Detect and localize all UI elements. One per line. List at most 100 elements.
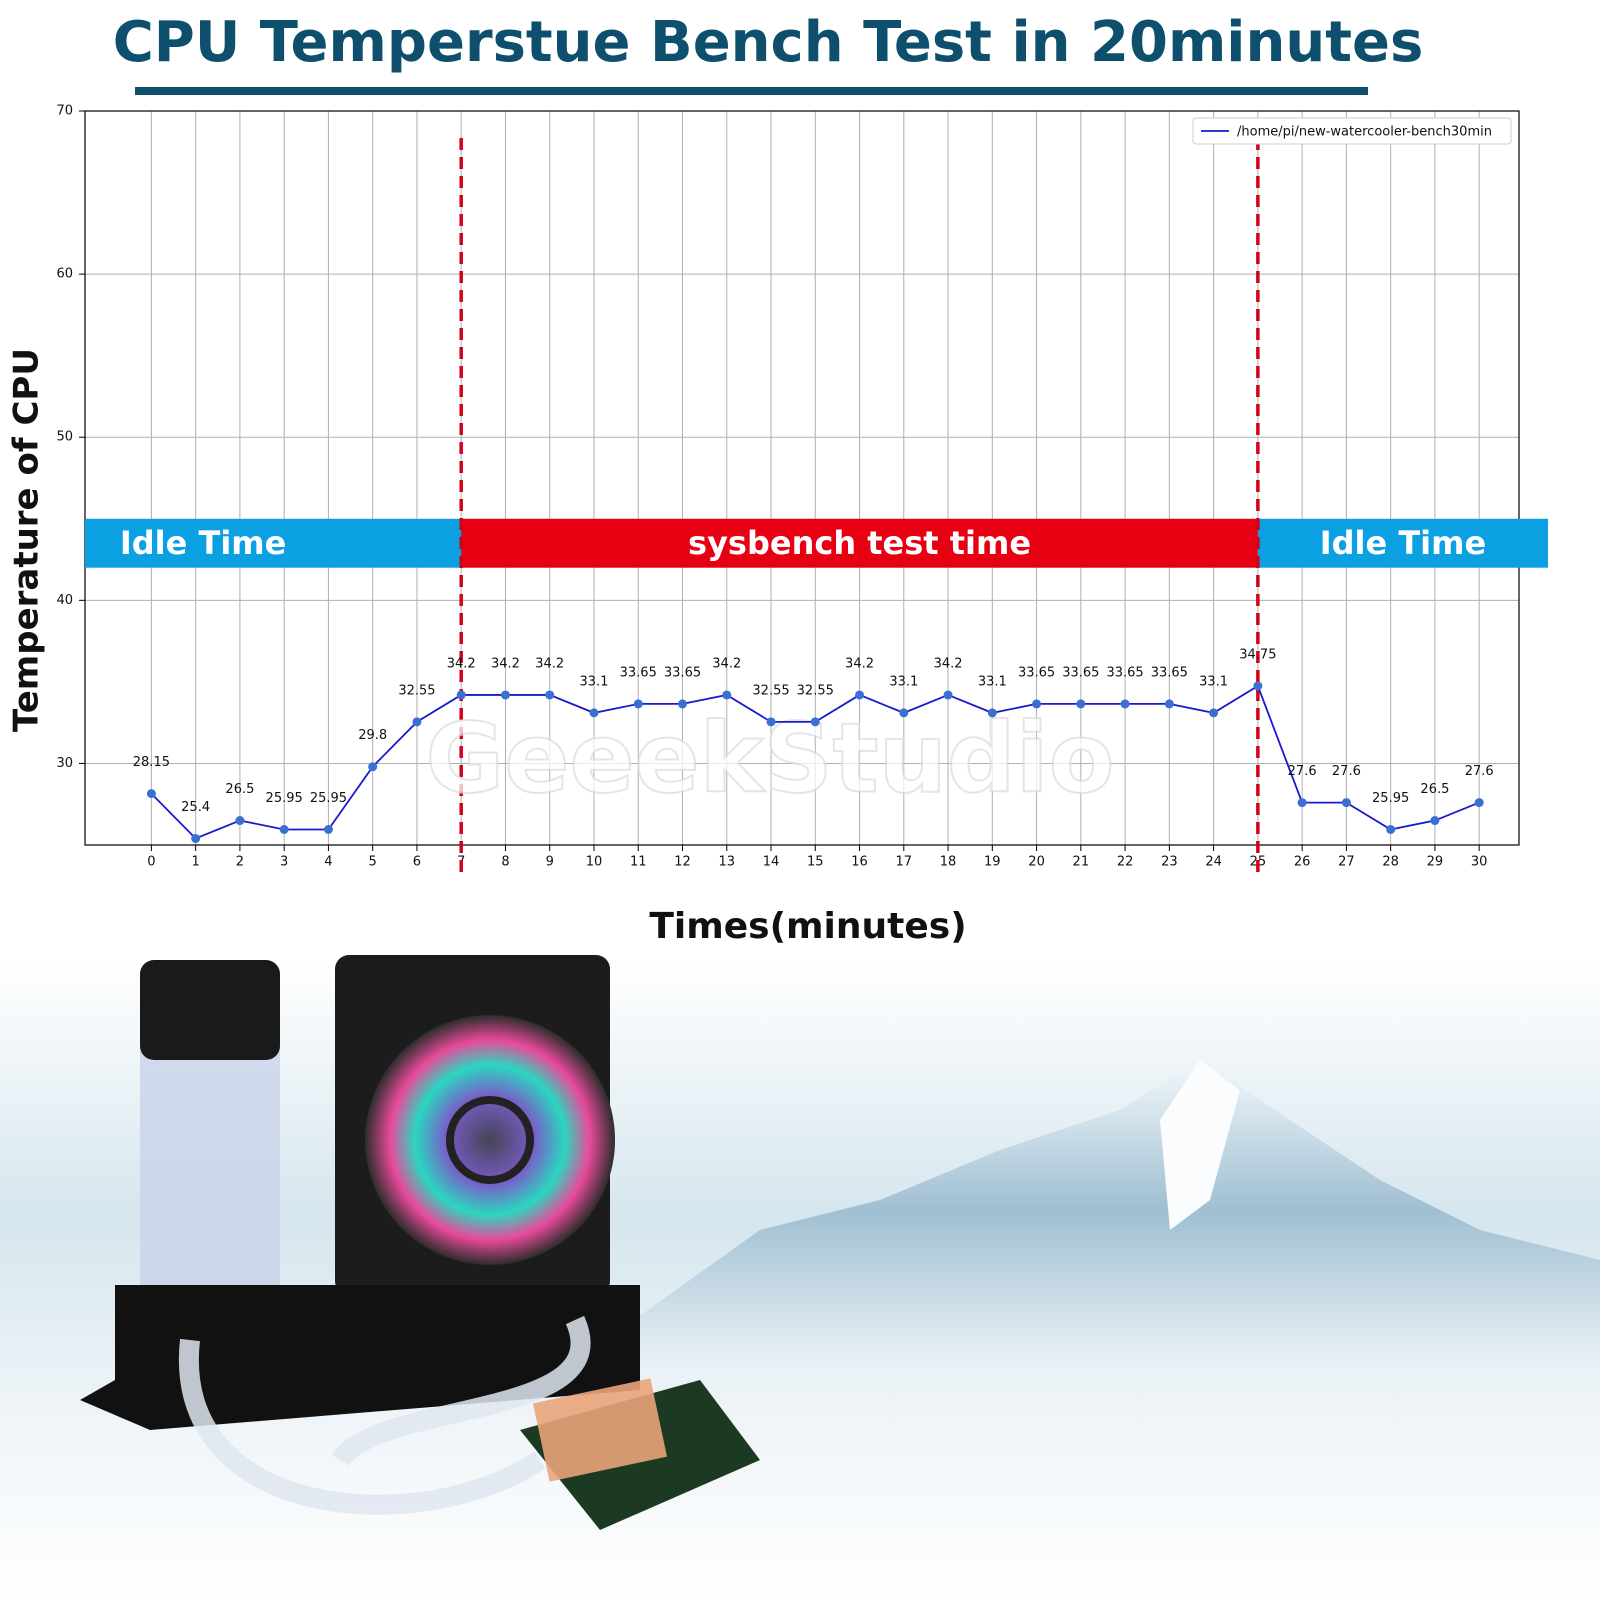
data-label: 33.65 [664,665,701,680]
data-label: 25.4 [181,800,210,815]
data-point [545,690,555,700]
x-tick-label: 29 [1427,855,1444,870]
x-tick-label: 13 [718,855,735,870]
data-point [766,717,776,727]
x-tick-label: 26 [1294,855,1311,870]
data-label: 26.5 [225,782,254,797]
data-point [678,699,687,709]
fan-grill [446,1096,534,1184]
data-label: 32.55 [752,683,789,698]
data-label: 28.15 [133,755,170,770]
data-point [1253,681,1263,691]
band [85,518,462,568]
x-tick-label: 28 [1382,855,1399,870]
data-label: 27.6 [1288,764,1317,779]
data-label: 33.1 [978,674,1007,689]
x-tick-label: 8 [501,855,509,870]
x-tick-label: 14 [763,855,780,870]
data-label: 27.6 [1332,764,1361,779]
band [1257,518,1548,568]
data-point [722,690,732,700]
x-tick-label: 1 [192,855,200,870]
data-label: 34.2 [845,656,874,671]
x-tick-label: 16 [851,855,868,870]
data-label: 33.65 [1062,665,1099,680]
data-point [1474,798,1484,808]
data-label: 29.8 [358,728,387,743]
band-label: sysbench test time [688,524,1031,562]
data-point [412,717,422,727]
data-label: 34.2 [712,656,741,671]
x-tick-label: 0 [147,855,155,870]
y-tick-label: 50 [56,430,73,445]
data-label: 33.1 [1199,674,1228,689]
legend-box [1192,117,1512,145]
band-label: Idle Time [120,524,286,562]
data-point [323,825,333,835]
data-point [1032,699,1042,709]
data-label: 25.95 [310,791,347,806]
data-label: 33.65 [620,665,657,680]
data-label: 33.1 [889,674,918,689]
x-tick-label: 23 [1161,855,1178,870]
data-label: 34.2 [535,656,564,671]
x-tick-label: 9 [546,855,554,870]
data-label: 34.2 [447,656,476,671]
data-label: 27.6 [1465,764,1494,779]
x-tick-label: 11 [630,855,647,870]
data-point [146,789,156,799]
data-point [1341,798,1351,808]
x-tick-label: 2 [236,855,244,870]
y-tick-label: 40 [56,593,73,608]
x-tick-label: 17 [896,855,913,870]
fan [365,1015,615,1265]
y-axis-label: Temperature of CPU [7,348,47,732]
band-label: Idle Time [1320,524,1486,562]
data-label: 25.95 [266,791,303,806]
x-tick-label: 15 [807,855,824,870]
data-label: 26.5 [1420,782,1449,797]
x-tick-label: 4 [324,855,332,870]
data-label: 33.65 [1151,665,1188,680]
data-label: 34.2 [934,656,963,671]
x-tick-label: 3 [280,855,288,870]
y-tick-label: 60 [56,267,73,282]
data-label: 34.75 [1239,647,1276,662]
data-point [633,699,643,709]
data-point [456,690,466,700]
data-point [943,690,953,700]
product-photo [0,955,1600,1600]
x-tick-label: 6 [413,855,421,870]
x-tick-label: 19 [984,855,1001,870]
data-point [1430,816,1440,826]
x-axis-label: Times(minutes) [649,906,966,947]
x-tick-label: 12 [674,855,691,870]
title-underline [135,87,1368,95]
data-label: 33.65 [1106,665,1143,680]
data-label: 32.55 [797,683,834,698]
reservoir-cap [140,960,280,1060]
x-tick-label: 30 [1471,855,1488,870]
mountain [620,1060,1600,1360]
data-point [899,708,909,718]
data-point [1120,699,1130,709]
x-tick-label: 18 [940,855,957,870]
mountain-snow [1160,1060,1240,1230]
data-point [1386,825,1396,835]
x-tick-label: 27 [1338,855,1355,870]
band [461,518,1258,568]
y-tick-label: 30 [56,756,73,771]
data-point [279,825,289,835]
legend-label: /home/pi/new-watercooler-bench30min [1237,125,1492,140]
data-point [855,690,865,700]
y-tick-label: 70 [56,104,73,119]
data-point [191,833,201,843]
tube [331,1315,591,1467]
data-point [500,690,510,700]
chart-title: CPU Temperstue Bench Test in 20minutes [113,10,1424,75]
data-point [810,717,820,727]
data-point [1164,699,1174,709]
watermark: GeeekStudio [426,702,1115,814]
